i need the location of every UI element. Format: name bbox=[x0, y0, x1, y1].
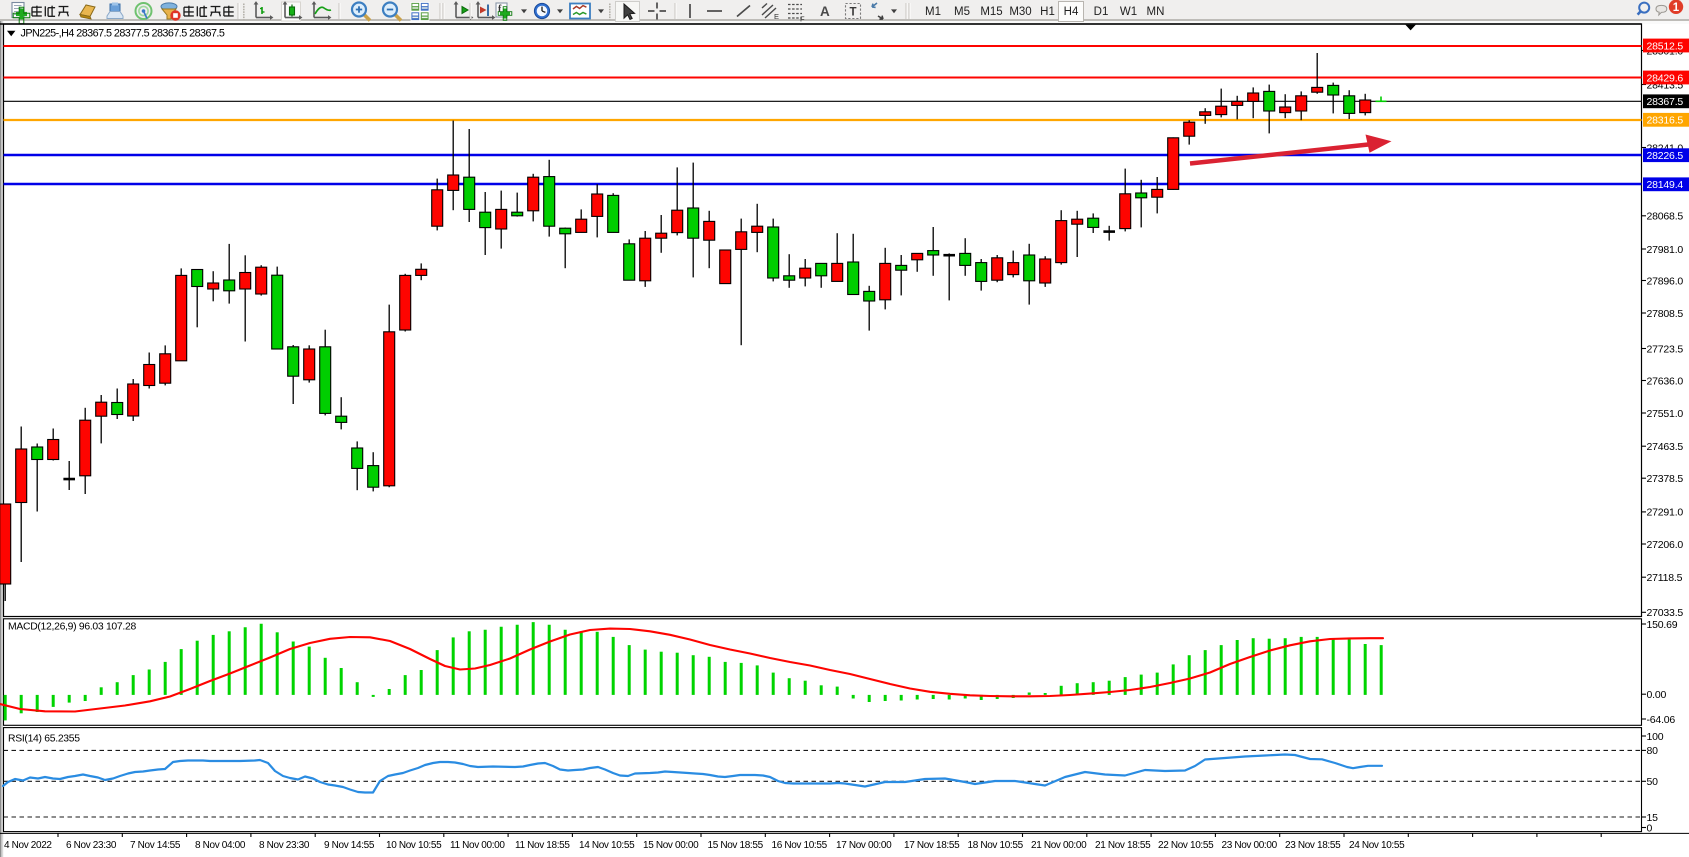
svg-text:1: 1 bbox=[1673, 2, 1680, 14]
svg-text:10 Nov 10:55: 10 Nov 10:55 bbox=[386, 840, 442, 851]
svg-text:27896.0: 27896.0 bbox=[1647, 275, 1684, 287]
svg-text:80: 80 bbox=[1647, 745, 1659, 757]
svg-text:H1: H1 bbox=[1040, 6, 1055, 18]
svg-text:21 Nov 00:00: 21 Nov 00:00 bbox=[1031, 840, 1087, 851]
svg-text:0.00: 0.00 bbox=[1647, 689, 1667, 701]
svg-text:27206.0: 27206.0 bbox=[1647, 539, 1684, 551]
svg-text:MACD(12,26,9) 96.03 107.28: MACD(12,26,9) 96.03 107.28 bbox=[8, 621, 136, 632]
svg-text:A: A bbox=[820, 4, 830, 19]
svg-text:27378.5: 27378.5 bbox=[1647, 473, 1684, 485]
svg-text:17 Nov 18:55: 17 Nov 18:55 bbox=[904, 840, 960, 851]
svg-text:M15: M15 bbox=[980, 6, 1002, 18]
svg-text:23 Nov 18:55: 23 Nov 18:55 bbox=[1285, 840, 1341, 851]
svg-text:15 Nov 00:00: 15 Nov 00:00 bbox=[643, 840, 699, 851]
svg-text:27636.0: 27636.0 bbox=[1647, 375, 1684, 387]
svg-text:-64.06: -64.06 bbox=[1647, 714, 1676, 726]
svg-text:M1: M1 bbox=[925, 6, 941, 18]
svg-text:7 Nov 14:55: 7 Nov 14:55 bbox=[130, 840, 181, 851]
svg-text:28429.6: 28429.6 bbox=[1647, 72, 1684, 84]
svg-text:JPN225-,H4 28367.5 28377.5 28: JPN225-,H4 28367.5 28377.5 28367.5 28367… bbox=[21, 28, 225, 40]
svg-text:23 Nov 00:00: 23 Nov 00:00 bbox=[1222, 840, 1278, 851]
svg-text:27291.0: 27291.0 bbox=[1647, 507, 1684, 519]
svg-text:24 Nov 10:55: 24 Nov 10:55 bbox=[1349, 840, 1405, 851]
svg-text:11 Nov 00:00: 11 Nov 00:00 bbox=[450, 840, 505, 851]
svg-text:28149.4: 28149.4 bbox=[1647, 179, 1684, 191]
svg-text:100: 100 bbox=[1647, 731, 1664, 743]
svg-text:F: F bbox=[800, 15, 805, 24]
svg-text:6 Nov 23:30: 6 Nov 23:30 bbox=[66, 840, 117, 851]
svg-text:0: 0 bbox=[1647, 822, 1653, 834]
svg-text:11 Nov 18:55: 11 Nov 18:55 bbox=[515, 840, 570, 851]
svg-text:21 Nov 18:55: 21 Nov 18:55 bbox=[1095, 840, 1151, 851]
svg-text:8 Nov 23:30: 8 Nov 23:30 bbox=[259, 840, 310, 851]
svg-text:H4: H4 bbox=[1064, 6, 1079, 18]
svg-text:27118.5: 27118.5 bbox=[1647, 572, 1683, 584]
svg-text:15: 15 bbox=[1647, 812, 1659, 824]
svg-text:22 Nov 10:55: 22 Nov 10:55 bbox=[1158, 840, 1214, 851]
svg-text:8 Nov 04:00: 8 Nov 04:00 bbox=[195, 840, 246, 851]
svg-text:28512.5: 28512.5 bbox=[1647, 40, 1684, 52]
svg-text:RSI(14) 65.2355: RSI(14) 65.2355 bbox=[8, 733, 80, 744]
svg-text:28367.5: 28367.5 bbox=[1647, 96, 1684, 108]
svg-text:M30: M30 bbox=[1009, 6, 1031, 18]
svg-text:15 Nov 18:55: 15 Nov 18:55 bbox=[708, 840, 764, 851]
svg-text:27981.0: 27981.0 bbox=[1647, 244, 1684, 256]
svg-text:18 Nov 10:55: 18 Nov 10:55 bbox=[968, 840, 1024, 851]
svg-text:4 Nov 2022: 4 Nov 2022 bbox=[4, 840, 52, 851]
svg-text:27723.5: 27723.5 bbox=[1647, 343, 1684, 355]
svg-text:28226.5: 28226.5 bbox=[1647, 150, 1684, 162]
svg-text:27551.0: 27551.0 bbox=[1647, 408, 1684, 420]
svg-text:W1: W1 bbox=[1120, 6, 1137, 18]
svg-text:28068.5: 28068.5 bbox=[1647, 211, 1684, 223]
svg-text:9 Nov 14:55: 9 Nov 14:55 bbox=[324, 840, 375, 851]
svg-text:M5: M5 bbox=[954, 6, 970, 18]
svg-text:E: E bbox=[774, 12, 779, 21]
svg-text:14 Nov 10:55: 14 Nov 10:55 bbox=[579, 840, 635, 851]
svg-text:50: 50 bbox=[1647, 776, 1659, 788]
svg-text:MN: MN bbox=[1147, 6, 1165, 18]
svg-text:D1: D1 bbox=[1094, 6, 1109, 18]
svg-text:27808.5: 27808.5 bbox=[1647, 308, 1684, 320]
svg-text:17 Nov 00:00: 17 Nov 00:00 bbox=[836, 840, 892, 851]
svg-text:f: f bbox=[498, 4, 502, 15]
svg-text:16 Nov 10:55: 16 Nov 10:55 bbox=[772, 840, 828, 851]
svg-text:28316.5: 28316.5 bbox=[1647, 115, 1684, 127]
svg-text:150.69: 150.69 bbox=[1647, 619, 1678, 631]
svg-text:27033.5: 27033.5 bbox=[1647, 607, 1684, 619]
svg-text:27463.5: 27463.5 bbox=[1647, 441, 1684, 453]
svg-text:T: T bbox=[850, 7, 857, 19]
